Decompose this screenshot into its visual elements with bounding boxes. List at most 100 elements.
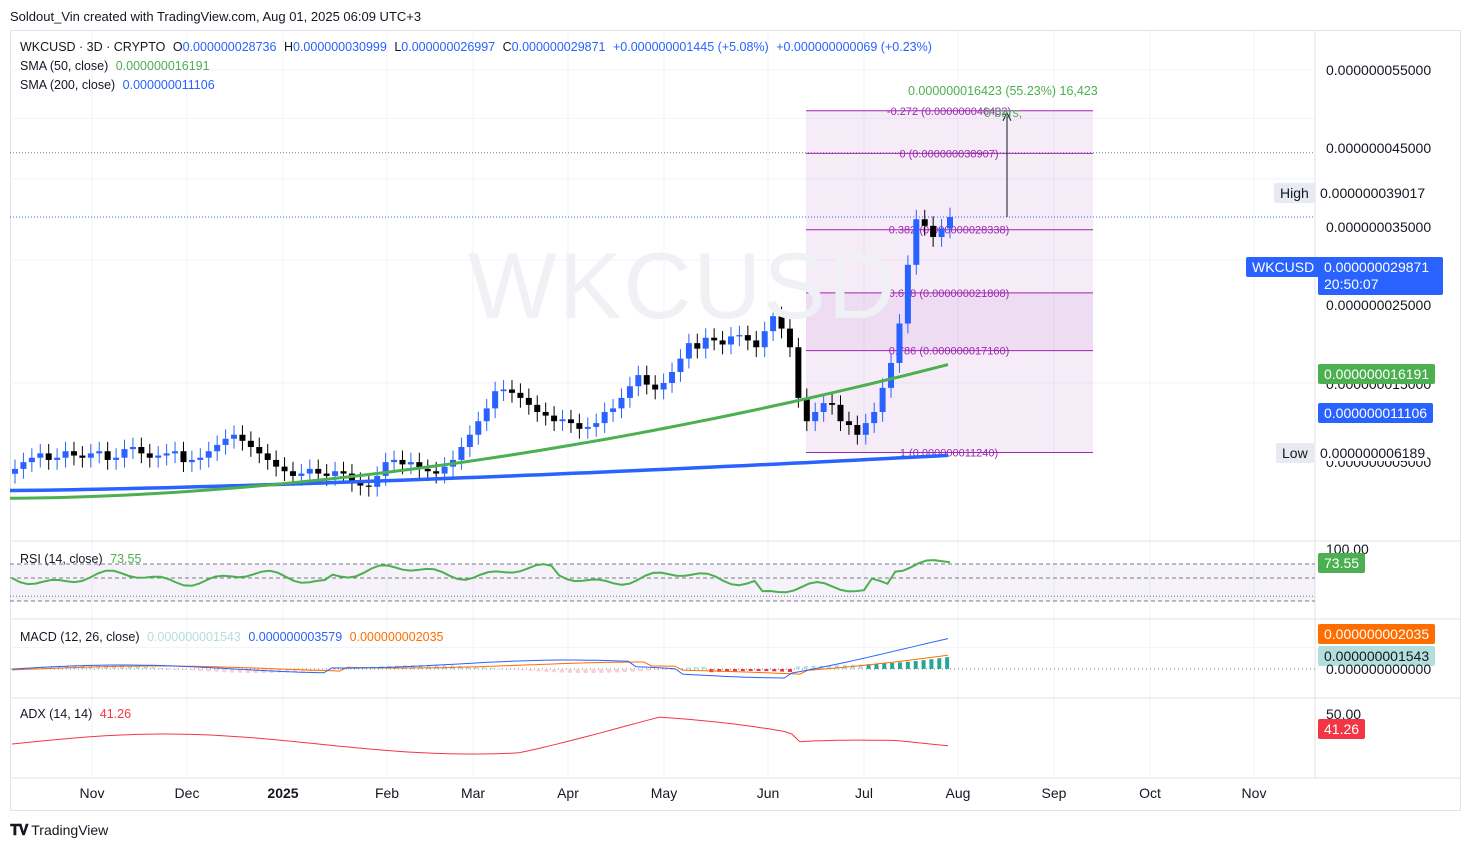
macd-histogram-bar	[607, 669, 612, 673]
sma50-label: SMA (50, close)	[20, 59, 109, 73]
macd-histogram-bar	[890, 662, 895, 669]
sma50-legend[interactable]: SMA (50, close) 0.000000016191	[20, 59, 214, 73]
rsi-value: 73.55	[110, 552, 142, 566]
candle-body	[719, 340, 726, 345]
sma50-line	[9, 363, 949, 500]
macd-histogram-bar	[945, 657, 950, 669]
sma200-price-tag: 0.000000011106	[1318, 403, 1434, 423]
adx-legend[interactable]: ADX (14, 14) 41.26	[20, 707, 135, 721]
symbol-label[interactable]: WKCUSD · 3D · CRYPTO	[20, 40, 166, 54]
candle-body	[399, 459, 406, 465]
brand-name: TradingView	[31, 822, 109, 838]
macd-signal-tag: 0.000000002035	[1318, 624, 1436, 644]
macd-histogram-bar	[921, 660, 926, 669]
candle-body	[424, 468, 431, 472]
candle-body	[786, 328, 793, 348]
candle-body	[677, 358, 684, 373]
candle-body	[188, 459, 195, 463]
macd-histogram-bar	[858, 664, 863, 669]
macd-histogram-bar	[937, 658, 942, 669]
macd-histogram-bar	[151, 667, 156, 669]
candle-body	[222, 438, 229, 445]
tv-logo-icon: 𝐓𝐕	[10, 822, 29, 839]
candle-body	[315, 468, 322, 474]
candle-body	[837, 404, 844, 422]
macd-histogram-bar	[552, 669, 557, 673]
macd-histogram-bar	[685, 667, 690, 669]
macd-histogram-bar	[929, 659, 934, 669]
candle-body	[896, 323, 903, 363]
candle-body	[70, 451, 77, 456]
symbol-watermark: WKCUSD	[468, 233, 898, 338]
time-axis-label: Dec	[175, 785, 200, 801]
fib-level-label: 0.618 (0.000000021808)	[889, 288, 1010, 300]
low-tag-value: 0.000000006189	[1318, 445, 1428, 461]
sma200-line	[9, 453, 949, 493]
macd-histogram-bar	[418, 665, 423, 669]
candle-body	[146, 453, 153, 458]
candle-body	[618, 397, 625, 409]
fib-zone	[806, 110, 1093, 453]
candle-body	[264, 453, 271, 460]
change-value: +0.000000001445 (+5.08%)	[613, 40, 769, 54]
candle-body	[273, 459, 280, 467]
macd-histogram-bar	[811, 665, 816, 669]
macd-histogram-bar	[905, 661, 910, 669]
candle-body	[492, 391, 499, 409]
candle-body	[593, 423, 600, 427]
measure-label: 0.000000016423 (55.23%) 16,423	[908, 84, 1098, 98]
time-axis-label: Nov	[1242, 785, 1267, 801]
candle-body	[542, 411, 549, 416]
adx-line	[11, 716, 949, 755]
macd-histogram-bar	[285, 669, 290, 673]
candle-body	[391, 459, 398, 463]
macd-histogram-bar	[740, 669, 745, 672]
macd-histogram-bar	[120, 665, 125, 669]
macd-histogram-bar	[426, 665, 431, 669]
macd-histogram-bar	[206, 669, 211, 672]
candle-body	[694, 343, 701, 349]
candle-body	[753, 340, 760, 348]
macd-histogram-bar	[127, 665, 132, 669]
tradingview-logo[interactable]: 𝐓𝐕 TradingView	[10, 822, 108, 839]
candle-body	[247, 440, 254, 448]
macd-histogram-bar	[536, 669, 541, 672]
high-tag-label: High	[1274, 183, 1315, 203]
candle-body	[601, 411, 608, 424]
macd-histogram-bar	[567, 669, 572, 673]
high-value: 0.000000030999	[292, 40, 387, 54]
last-price-tag[interactable]: 0.000000029871 20:50:07	[1318, 257, 1443, 295]
candle-body	[803, 397, 810, 422]
measure-arrow-head	[1002, 111, 1012, 122]
candle-body	[172, 451, 179, 454]
candle-body	[795, 347, 802, 398]
macd-signal-value: 0.000000002035	[349, 630, 444, 644]
low-value: 0.000000026997	[401, 40, 496, 54]
time-axis-label: Jul	[855, 785, 873, 801]
macd-histogram-bar	[748, 669, 753, 672]
sma200-value: 0.000000011106	[122, 78, 215, 92]
macd-histogram-bar	[57, 665, 62, 669]
last-price-value: 0.000000029871	[1324, 259, 1430, 275]
bar-countdown: 20:50:07	[1324, 276, 1379, 292]
candle-body	[79, 455, 86, 458]
macd-histogram-bar	[489, 667, 494, 669]
candle-body	[947, 217, 953, 229]
rsi-line	[11, 559, 951, 594]
candle-body	[45, 453, 52, 460]
macd-line	[11, 638, 949, 679]
time-axis-label: Mar	[461, 785, 485, 801]
macd-legend[interactable]: MACD (12, 26, close) 0.000000001543 0.00…	[20, 630, 448, 644]
fib-golden-zone	[806, 292, 1093, 351]
sma200-label: SMA (200, close)	[20, 78, 116, 92]
rsi-legend[interactable]: RSI (14, close) 73.55	[20, 552, 145, 566]
macd-histogram-bar	[135, 666, 140, 669]
candle-body	[458, 447, 465, 460]
sma200-legend[interactable]: SMA (200, close) 0.000000011106	[20, 78, 219, 92]
candle-body	[643, 375, 650, 385]
macd-histogram-bar	[292, 669, 297, 673]
macd-histogram-bar	[803, 666, 808, 669]
candle-body	[382, 462, 389, 476]
candle-body	[281, 466, 288, 472]
